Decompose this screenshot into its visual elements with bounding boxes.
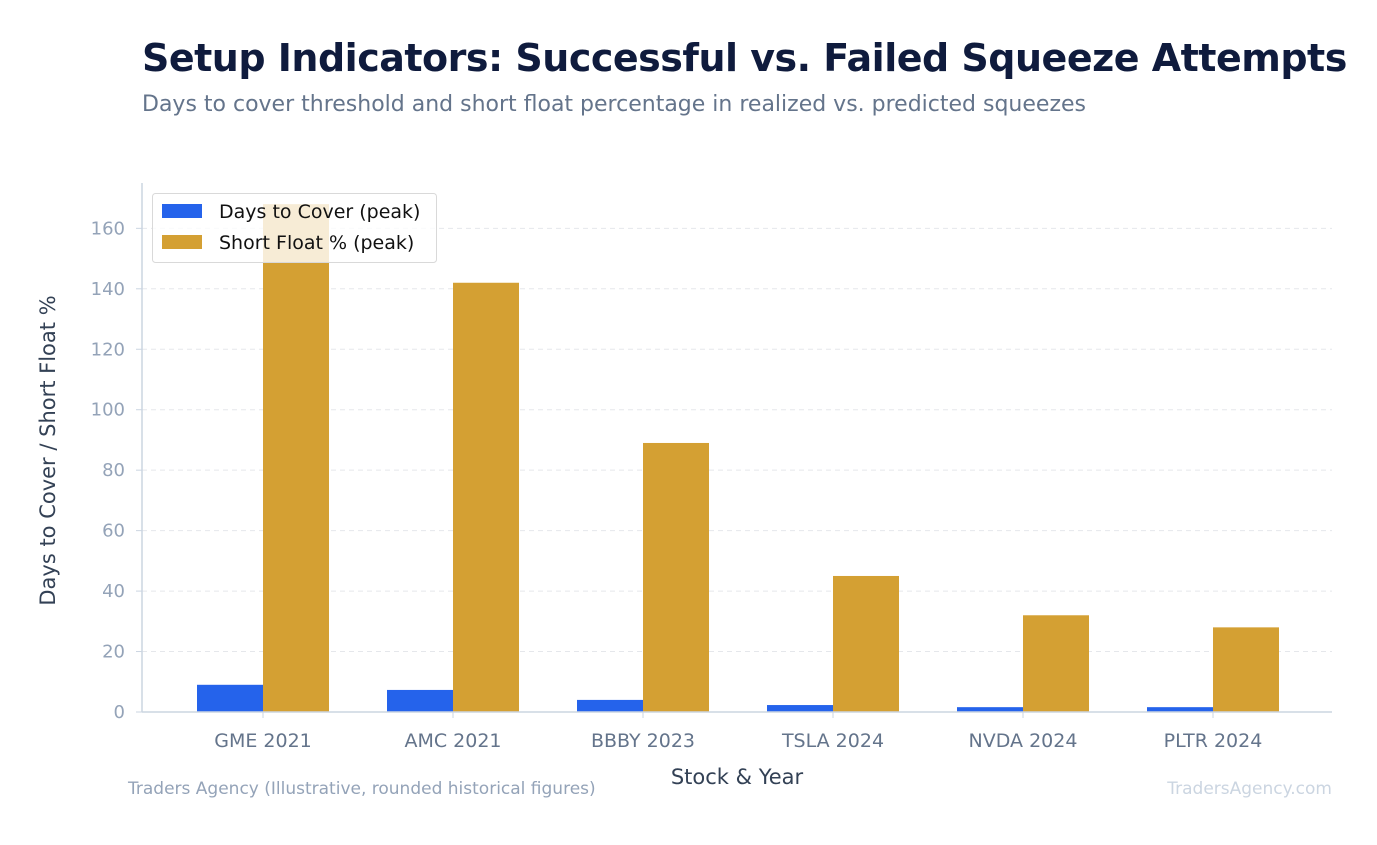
bars <box>197 204 1279 712</box>
legend-box <box>152 193 437 263</box>
chart-subtitle: Days to cover threshold and short float … <box>142 92 1086 117</box>
days-to-cover-bar <box>957 707 1023 712</box>
y-tick-label: 140 <box>91 279 125 300</box>
x-axis-ticks: GME 2021 AMC 2021 BBBY 2023 TSLA 2024 NVDA 2… <box>214 712 1262 752</box>
days-to-cover-bar <box>387 689 453 712</box>
short-float-bar <box>1023 615 1089 712</box>
y-tick-label: 60 <box>102 521 125 542</box>
x-tick-label: BBBY 2023 <box>591 730 695 752</box>
source-note: Traders Agency (Illustrative, rounded hi… <box>128 779 596 799</box>
legend-label: Days to Cover (peak) <box>219 201 420 223</box>
y-tick-label: 160 <box>91 218 125 239</box>
short-float-bar <box>263 204 329 712</box>
y-tick-label: 20 <box>102 642 125 663</box>
short-float-bar <box>643 442 709 712</box>
days-to-cover-bar <box>767 705 833 712</box>
days-to-cover-bar <box>197 684 263 712</box>
brand-watermark: TradersAgency.com <box>1167 779 1332 799</box>
y-tick-label: 120 <box>91 339 125 360</box>
days-to-cover-bar <box>1147 707 1213 712</box>
y-tick-label: 40 <box>102 581 125 602</box>
y-tick-label: 0 <box>114 702 125 723</box>
chart-title: Setup Indicators: Successful vs. Failed … <box>142 36 1347 80</box>
y-tick-label: 100 <box>91 400 125 421</box>
x-axis-title: Stock & Year <box>671 765 804 789</box>
x-tick-label: GME 2021 <box>214 730 312 752</box>
x-tick-label: PLTR 2024 <box>1164 730 1263 752</box>
y-axis-title: Days to Cover / Short Float % <box>36 295 60 605</box>
legend-swatch <box>162 235 202 249</box>
legend: Days to Cover (peak) Short Float % (peak) <box>152 193 437 263</box>
short-float-bar <box>833 575 899 712</box>
axes <box>141 183 1332 713</box>
legend-swatch <box>162 204 202 218</box>
short-float-bar <box>1213 627 1279 712</box>
x-tick-label: TSLA 2024 <box>781 730 884 752</box>
short-float-bar <box>453 282 519 712</box>
x-tick-label: AMC 2021 <box>404 730 501 752</box>
days-to-cover-bar <box>577 699 643 712</box>
x-tick-label: NVDA 2024 <box>969 730 1078 752</box>
y-axis-ticks: 0 20 40 60 80 100 120 140 160 <box>91 218 142 723</box>
y-tick-label: 80 <box>102 460 125 481</box>
legend-label: Short Float % (peak) <box>219 232 414 254</box>
